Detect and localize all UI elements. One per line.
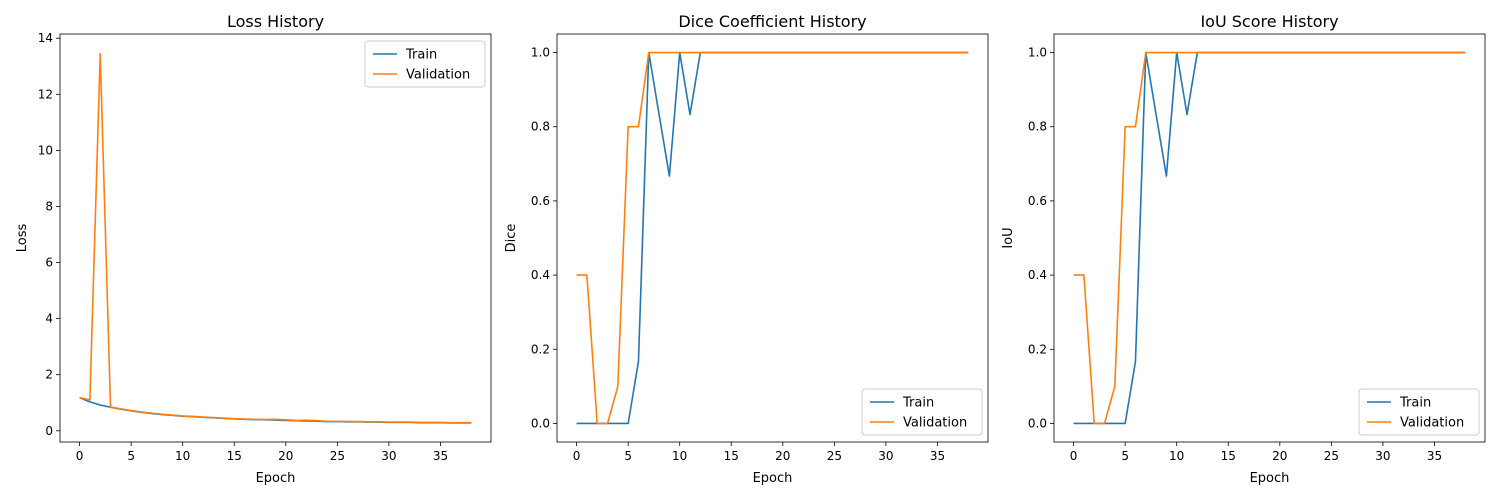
axes-frame: [1053, 33, 1486, 443]
legend-label: Validation: [1400, 416, 1464, 431]
y-axis-label: IoU: [1001, 227, 1016, 248]
legend-label: Train: [902, 396, 934, 411]
axes-frame: [59, 33, 492, 443]
x-axis-label: Epoch: [753, 471, 793, 486]
x-tick-label: 35: [930, 449, 945, 463]
legend-box: [861, 388, 983, 436]
x-tick-label: 10: [175, 449, 190, 463]
x-tick-label: 35: [1427, 449, 1442, 463]
series-line-train: [1073, 51, 1466, 425]
y-axis-label: Loss: [15, 224, 30, 253]
series-line-train: [576, 51, 969, 425]
legend-label: Train: [1399, 396, 1431, 411]
series-line-validation: [576, 51, 969, 425]
x-tick-label: 15: [227, 449, 242, 463]
y-tick-label: 0: [45, 424, 53, 438]
legend: Train Validation: [364, 40, 486, 88]
series-line-validation: [79, 52, 472, 424]
legend: Train Validation: [1358, 388, 1480, 436]
y-tick-label: 2: [45, 368, 53, 382]
x-tick-label: 25: [1324, 449, 1339, 463]
x-tick-label: 30: [1375, 449, 1390, 463]
chart-panel-2: Dice Coefficient History 0 5 10 15 20 25 30 35 0.…: [504, 12, 989, 486]
x-tick-label: 30: [878, 449, 893, 463]
chart-title: IoU Score History: [1200, 12, 1338, 31]
x-axis-label: Epoch: [1250, 471, 1290, 486]
legend-label: Validation: [903, 416, 967, 431]
y-tick-label: 14: [38, 31, 53, 45]
y-tick-label: 0.0: [531, 416, 550, 430]
x-tick-label: 20: [278, 449, 293, 463]
y-tick-label: 0.2: [531, 342, 550, 356]
x-tick-label: 10: [1169, 449, 1184, 463]
chart-panel-1: Loss History 0 5 10 15 20 25 30 35 0 2 4 6 8 10 12 14 Epo…: [15, 12, 492, 486]
x-tick-label: 5: [127, 449, 135, 463]
y-tick-label: 10: [38, 143, 53, 157]
y-tick-label: 0.4: [1028, 268, 1047, 282]
y-tick-label: 0.2: [1028, 342, 1047, 356]
y-tick-label: 0.6: [1028, 194, 1047, 208]
y-tick-label: 0.8: [1028, 120, 1047, 134]
x-tick-label: 5: [624, 449, 632, 463]
y-tick-label: 1.0: [531, 46, 550, 60]
y-tick-label: 1.0: [1028, 46, 1047, 60]
y-tick-label: 0.0: [1028, 416, 1047, 430]
x-tick-label: 5: [1121, 449, 1129, 463]
legend: Train Validation: [861, 388, 983, 436]
chart-panel-3: IoU Score History 0 5 10 15 20 25 30 35 0.0 0.2 0.4…: [1001, 12, 1486, 486]
y-tick-label: 0.6: [531, 194, 550, 208]
x-tick-label: 30: [381, 449, 396, 463]
y-tick-label: 0.4: [531, 268, 550, 282]
y-tick-label: 8: [45, 199, 53, 213]
legend-label: Validation: [406, 68, 470, 83]
y-tick-label: 0.8: [531, 120, 550, 134]
chart-title: Dice Coefficient History: [678, 12, 866, 31]
x-tick-label: 15: [724, 449, 739, 463]
x-tick-label: 25: [330, 449, 345, 463]
series-line-validation: [1073, 51, 1466, 425]
x-tick-label: 35: [433, 449, 448, 463]
x-axis-label: Epoch: [256, 471, 296, 486]
x-tick-label: 25: [827, 449, 842, 463]
axes-frame: [556, 33, 989, 443]
y-axis-label: Dice: [504, 224, 519, 253]
x-tick-label: 15: [1221, 449, 1236, 463]
x-tick-label: 10: [672, 449, 687, 463]
x-tick-label: 0: [76, 449, 84, 463]
y-tick-label: 6: [45, 256, 53, 270]
x-tick-label: 20: [775, 449, 790, 463]
x-tick-label: 20: [1272, 449, 1287, 463]
chart-title: Loss History: [227, 12, 324, 31]
legend-box: [364, 40, 486, 88]
x-tick-label: 0: [573, 449, 581, 463]
legend-box: [1358, 388, 1480, 436]
legend-label: Train: [405, 48, 437, 63]
y-tick-label: 12: [38, 87, 53, 101]
x-tick-label: 0: [1070, 449, 1078, 463]
y-tick-label: 4: [45, 312, 53, 326]
